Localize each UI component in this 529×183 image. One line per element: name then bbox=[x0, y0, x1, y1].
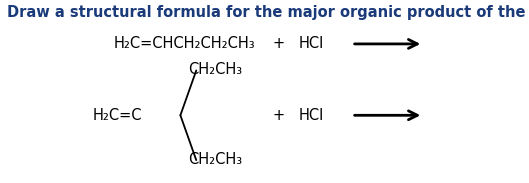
Text: H₂C=CHCH₂CH₂CH₃: H₂C=CHCH₂CH₂CH₃ bbox=[114, 36, 256, 51]
Text: +: + bbox=[272, 108, 285, 123]
Text: CH₂CH₃: CH₂CH₃ bbox=[188, 62, 242, 77]
Text: Draw a structural formula for the major organic product of the reaction shown.: Draw a structural formula for the major … bbox=[7, 5, 529, 20]
Text: HCl: HCl bbox=[299, 36, 324, 51]
Text: +: + bbox=[272, 36, 285, 51]
Text: H₂C=C: H₂C=C bbox=[93, 108, 142, 123]
Text: CH₂CH₃: CH₂CH₃ bbox=[188, 152, 242, 167]
Text: HCl: HCl bbox=[299, 108, 324, 123]
